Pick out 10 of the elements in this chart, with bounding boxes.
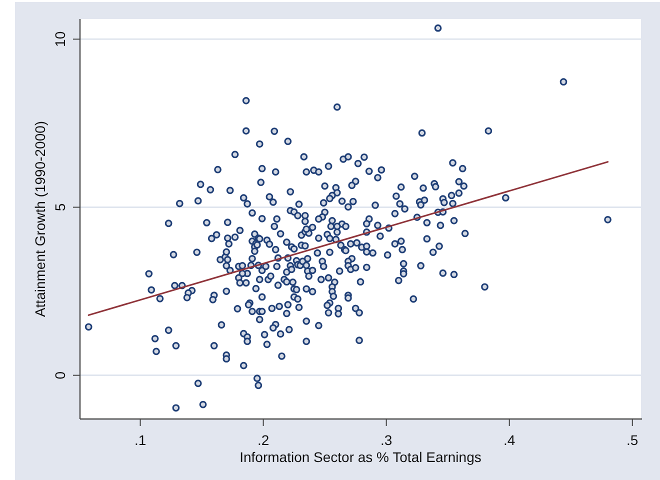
y-tick-label: 5 — [52, 203, 68, 212]
y-tick-label: 10 — [52, 31, 68, 47]
x-tick-label: .1 — [134, 432, 146, 448]
y-axis-title: Attainment Growth (1990-2000) — [32, 120, 48, 318]
x-tick-label: .5 — [626, 432, 638, 448]
y-tick-label: 0 — [52, 371, 68, 380]
x-tick-label: .4 — [504, 432, 516, 448]
x-tick-label: .2 — [257, 432, 270, 448]
x-axis-title: Information Sector as % Total Earnings — [240, 449, 482, 465]
x-tick-label: .3 — [380, 432, 392, 448]
